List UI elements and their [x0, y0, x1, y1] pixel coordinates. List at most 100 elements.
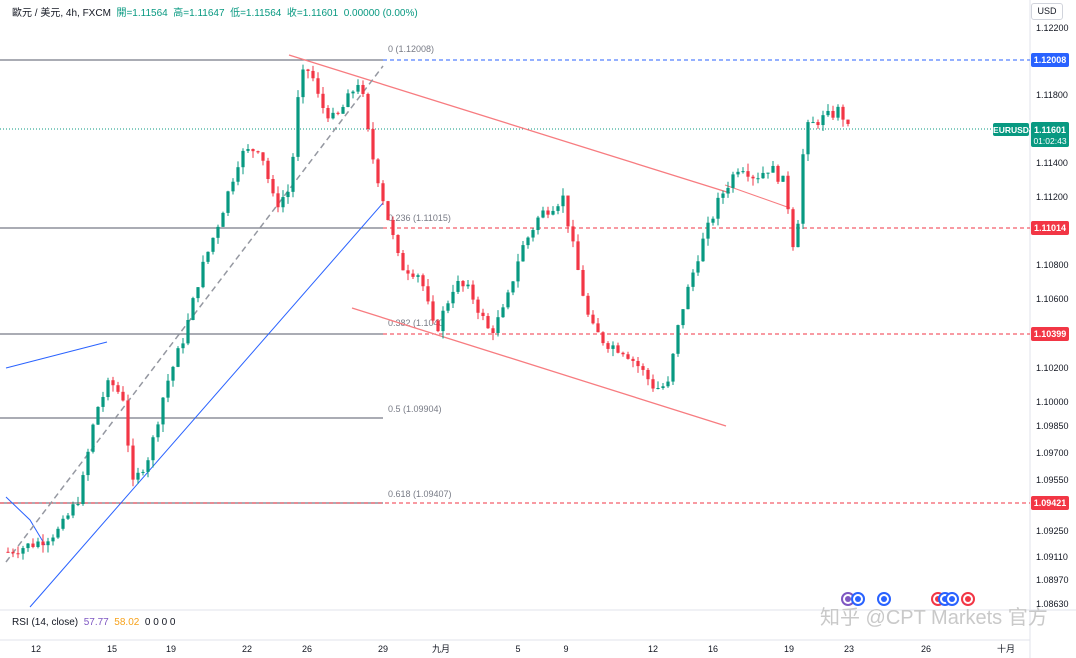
candle-down [16, 553, 20, 555]
price-tag [1031, 496, 1069, 510]
candle-down [641, 366, 645, 370]
candle-up [836, 106, 840, 118]
candle-down [411, 273, 415, 277]
candle-up [521, 245, 525, 262]
x-tick-label: 5 [515, 644, 520, 654]
candle-down [396, 235, 400, 253]
blue-segment-lower [5, 496, 46, 546]
rsi-value-1: 57.77 [83, 617, 109, 628]
x-tick-label: 26 [921, 644, 931, 654]
countdown-text: 01:02:43 [1033, 136, 1066, 146]
candle-down [361, 84, 365, 94]
candle-up [516, 261, 520, 282]
candle-up [526, 237, 530, 246]
candle-up [801, 154, 805, 224]
candle-down [621, 352, 625, 355]
candle-down [631, 358, 635, 361]
candle-up [181, 343, 185, 349]
fib-label-0: 0 (1.12008) [388, 44, 434, 54]
candle-up [826, 110, 830, 116]
candle-up [536, 217, 540, 231]
economic-event-dot [949, 596, 955, 602]
candle-down [256, 151, 260, 153]
candle-down [386, 201, 390, 221]
candle-up [781, 175, 785, 182]
symbol-text: 歐元 / 美元, 4h, FXCM [12, 8, 111, 19]
candle-down [476, 299, 480, 313]
open-value: 開=1.11564 [116, 8, 168, 19]
y-tick-label: 1.12200 [1036, 23, 1069, 33]
price-tag-text: 1.10399 [1034, 329, 1067, 339]
candle-up [511, 281, 515, 293]
candle-up [806, 122, 810, 155]
rsi-zeros: 0 0 0 0 [144, 617, 176, 628]
candle-up [611, 345, 615, 349]
candle-up [186, 319, 190, 344]
economic-event-dot [855, 596, 861, 602]
candle-down [566, 195, 570, 227]
x-tick-label: 12 [648, 644, 658, 654]
low-value: 低=1.11564 [230, 8, 282, 19]
rsi-label: RSI (14, close) [12, 617, 79, 628]
candle-up [141, 471, 145, 473]
candle-down [371, 128, 375, 160]
candle-up [36, 541, 40, 547]
candle-up [156, 424, 160, 438]
candle-up [331, 112, 335, 119]
rsi-legend: RSI (14, close) 57.77 58.02 0 0 0 0 [12, 617, 175, 628]
candle-down [6, 551, 10, 553]
close-value: 收=1.11601 [286, 8, 339, 19]
candle-up [466, 284, 470, 287]
y-tick-label: 1.09700 [1036, 448, 1069, 458]
candle-up [416, 275, 420, 277]
candle-up [771, 165, 775, 173]
candle-down [571, 226, 575, 242]
fib-label-0.382: 0.382 (1.1040 [388, 318, 444, 328]
candle-up [206, 251, 210, 262]
candle-down [616, 345, 620, 353]
candle-up [666, 381, 670, 387]
candle-down [391, 220, 395, 236]
price-tag [1031, 53, 1069, 67]
candle-up [696, 261, 700, 273]
candle-up [561, 195, 565, 207]
y-tick-label: 1.09550 [1036, 475, 1069, 485]
candle-up [341, 107, 345, 114]
ascending-trendline [29, 202, 384, 608]
candle-down [651, 379, 655, 389]
candle-down [366, 93, 370, 129]
candle-up [711, 218, 715, 223]
candle-up [46, 541, 50, 546]
candle-down [426, 286, 430, 302]
candle-up [721, 193, 725, 198]
candle-down [336, 112, 340, 114]
candle-up [166, 380, 170, 398]
currency-button[interactable]: USD [1031, 3, 1063, 20]
candle-down [276, 193, 280, 208]
candle-up [531, 230, 535, 238]
candle-down [131, 445, 135, 480]
candle-down [376, 159, 380, 184]
candle-up [146, 460, 150, 472]
candle-down [581, 269, 585, 296]
economic-event-dot [845, 596, 851, 602]
candle-down [126, 400, 130, 446]
price-tag [1031, 327, 1069, 341]
candle-up [541, 210, 545, 218]
candle-down [546, 210, 550, 215]
candle-up [501, 307, 505, 318]
fib-label-0.5: 0.5 (1.09904) [388, 404, 442, 414]
candle-down [786, 175, 790, 210]
candle-down [471, 284, 475, 300]
candle-down [316, 78, 320, 94]
candle-up [281, 197, 285, 208]
candle-down [491, 328, 495, 333]
candle-up [286, 191, 290, 198]
fib-label-0.618: 0.618 (1.09407) [388, 489, 452, 499]
candle-down [436, 320, 440, 332]
symbol-tag-text: EURUSD [993, 125, 1029, 135]
candle-down [266, 160, 270, 180]
candle-down [746, 171, 750, 177]
y-tick-label: 1.11400 [1036, 158, 1068, 168]
